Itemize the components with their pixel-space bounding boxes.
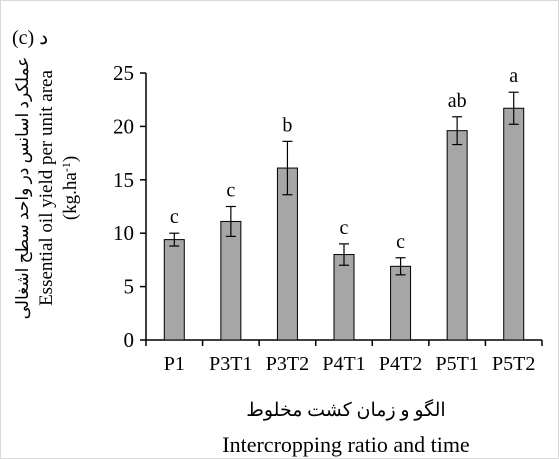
- bar: [333, 254, 355, 341]
- significance-letter: b: [282, 114, 292, 136]
- x-tick-label: P5T1: [435, 353, 478, 375]
- bar: [446, 130, 468, 341]
- significance-letter: c: [396, 231, 405, 253]
- x-tick-label: P5T2: [492, 353, 535, 375]
- panel-label: (c) د: [12, 27, 48, 49]
- significance-letter: c: [170, 206, 179, 228]
- y-tick-label: 20: [113, 114, 134, 138]
- significance-letter: c: [340, 217, 349, 239]
- x-axis-title-english: Intercropping ratio and time: [222, 432, 469, 457]
- y-axis-title-english: Essential oil yield per unit area: [36, 70, 57, 306]
- x-tick-label: P4T2: [379, 353, 422, 375]
- x-tick-label: P3T2: [266, 353, 309, 375]
- significance-letter: c: [226, 180, 235, 202]
- significance-letter: a: [509, 65, 518, 87]
- x-tick-label: P3T1: [209, 353, 252, 375]
- y-tick-label: 5: [124, 275, 135, 299]
- significance-letter: ab: [448, 90, 467, 112]
- bar: [503, 107, 525, 341]
- x-tick-label: P1: [164, 353, 185, 375]
- y-tick-label: 10: [113, 221, 134, 245]
- y-axis-title-unit: (kg.ha-1): [59, 156, 81, 220]
- x-tick-label: P4T1: [322, 353, 365, 375]
- bar: [390, 265, 412, 341]
- y-axis-title-persian: عملکرد اسانس در واحد سطح اشغالی: [13, 57, 33, 320]
- x-axis-title-persian: الگو و زمان کشت مخلوط: [246, 398, 445, 421]
- bar: [220, 220, 242, 341]
- bar: [163, 239, 185, 341]
- y-tick-label: 0: [124, 328, 135, 352]
- y-tick-label: 15: [113, 168, 134, 192]
- y-tick-label: 25: [113, 61, 134, 85]
